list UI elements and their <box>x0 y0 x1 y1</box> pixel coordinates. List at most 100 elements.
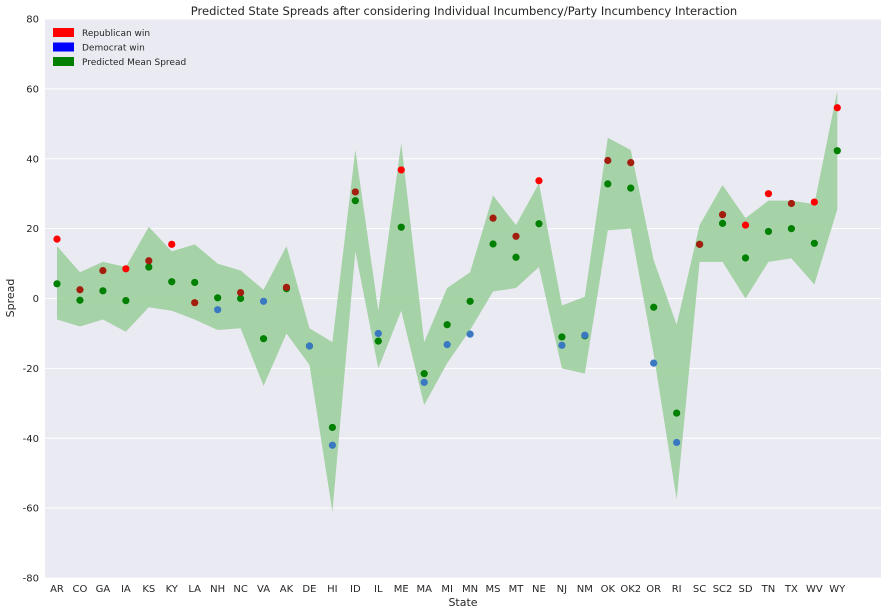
democrat-point <box>374 329 382 338</box>
x-tick-label: MA <box>416 584 432 595</box>
predicted-point <box>764 227 773 236</box>
predicted-point <box>420 370 428 378</box>
x-tick-label: NE <box>532 584 546 595</box>
x-tick-label: WV <box>806 584 823 595</box>
x-tick-label: AR <box>50 584 64 595</box>
band-area <box>57 90 838 512</box>
x-tick-label: DE <box>302 584 316 595</box>
x-tick-label: NJ <box>557 584 567 595</box>
legend-label: Republican win <box>82 29 150 39</box>
predicted-point <box>191 278 199 287</box>
predicted-point <box>351 197 359 205</box>
actual-series <box>53 104 841 449</box>
x-tick-label: CO <box>73 584 88 595</box>
predicted-point <box>397 223 405 231</box>
x-tick-label: OK2 <box>620 584 641 595</box>
predicted-point <box>237 294 245 303</box>
x-tick-label: IA <box>121 584 131 595</box>
predicted-point <box>489 240 497 248</box>
republican-point <box>351 188 359 196</box>
republican-point <box>76 286 84 294</box>
republican-point <box>718 211 727 219</box>
y-axis-title: Spread <box>4 279 17 318</box>
x-tick-label: SD <box>738 584 752 595</box>
x-axis: AR CO GA IA KS KY LA NH NC VA AK DE HI ID IL ME MA MI MN MS… <box>50 584 846 595</box>
republican-point <box>833 104 841 112</box>
x-tick-label: TN <box>761 584 776 595</box>
x-tick-label: HI <box>327 584 337 595</box>
republican-point <box>512 232 520 240</box>
republican-point <box>787 199 796 208</box>
republican-point <box>627 158 635 167</box>
x-tick-label: KS <box>142 584 155 595</box>
republican-point <box>604 156 612 165</box>
y-tick-label: 60 <box>26 84 39 95</box>
y-tick-label: 40 <box>26 154 39 165</box>
y-tick-label: 80 <box>26 15 39 26</box>
republican-point <box>696 240 704 248</box>
y-tick-label: -60 <box>23 504 39 515</box>
x-tick-label: WY <box>829 584 846 595</box>
x-axis-title: State <box>448 596 477 609</box>
predicted-point <box>214 294 222 302</box>
x-tick-label: TX <box>784 584 798 595</box>
grid-lines <box>45 18 881 579</box>
x-tick-label: ID <box>350 584 361 595</box>
x-tick-label: NH <box>210 584 225 595</box>
republican-point <box>53 235 61 243</box>
y-tick-label: -20 <box>23 364 39 375</box>
republican-point <box>810 198 818 206</box>
democrat-point <box>673 438 681 447</box>
democrat-point <box>328 441 336 449</box>
legend: Republican win Democrat win Predicted Mean… <box>53 28 186 68</box>
chart-title: Predicted State Spreads after considerin… <box>191 4 737 18</box>
predicted-point <box>53 280 61 288</box>
legend-swatch <box>53 42 74 52</box>
x-tick-label: ME <box>394 584 409 595</box>
republican-point <box>764 190 773 198</box>
republican-point <box>237 288 245 297</box>
x-tick-label: SC2 <box>713 584 733 595</box>
predicted-point <box>741 254 750 262</box>
x-tick-label: RI <box>672 584 682 595</box>
democrat-point <box>581 331 589 339</box>
x-tick-label: AK <box>280 584 294 595</box>
predicted-point <box>259 335 268 343</box>
x-tick-label: NM <box>577 584 593 595</box>
republican-point <box>489 214 497 222</box>
predicted-point <box>168 278 176 286</box>
predicted-point <box>328 423 336 432</box>
democrat-point <box>650 359 658 367</box>
democrat-point <box>305 342 314 350</box>
legend-label: Predicted Mean Spread <box>82 58 186 68</box>
republican-point <box>122 265 130 273</box>
predicted-point <box>122 296 130 305</box>
x-tick-label: GA <box>96 584 111 595</box>
republican-point <box>741 221 750 229</box>
y-tick-label: 20 <box>26 224 39 235</box>
democrat-point <box>443 341 451 349</box>
predicted-point <box>558 333 566 341</box>
predicted-point <box>810 239 818 247</box>
republican-point <box>191 299 199 307</box>
democrat-point <box>420 378 428 386</box>
predicted-point <box>627 184 635 192</box>
predicted-point <box>512 253 520 261</box>
legend-swatch <box>53 57 74 66</box>
republican-point <box>168 240 176 248</box>
legend-swatch <box>53 28 74 37</box>
x-tick-label: MI <box>441 584 453 595</box>
x-tick-label: KY <box>166 584 179 595</box>
x-tick-label: VA <box>257 584 270 595</box>
republican-point <box>535 177 543 185</box>
democrat-point <box>259 297 268 305</box>
x-tick-label: LA <box>188 584 201 595</box>
predicted-point <box>443 321 451 329</box>
x-tick-label: MN <box>462 584 478 595</box>
predicted-point <box>535 220 543 228</box>
x-tick-label: OK <box>601 584 616 595</box>
predicted-point <box>787 225 796 233</box>
democrat-point <box>466 330 474 338</box>
republican-point <box>145 257 153 265</box>
